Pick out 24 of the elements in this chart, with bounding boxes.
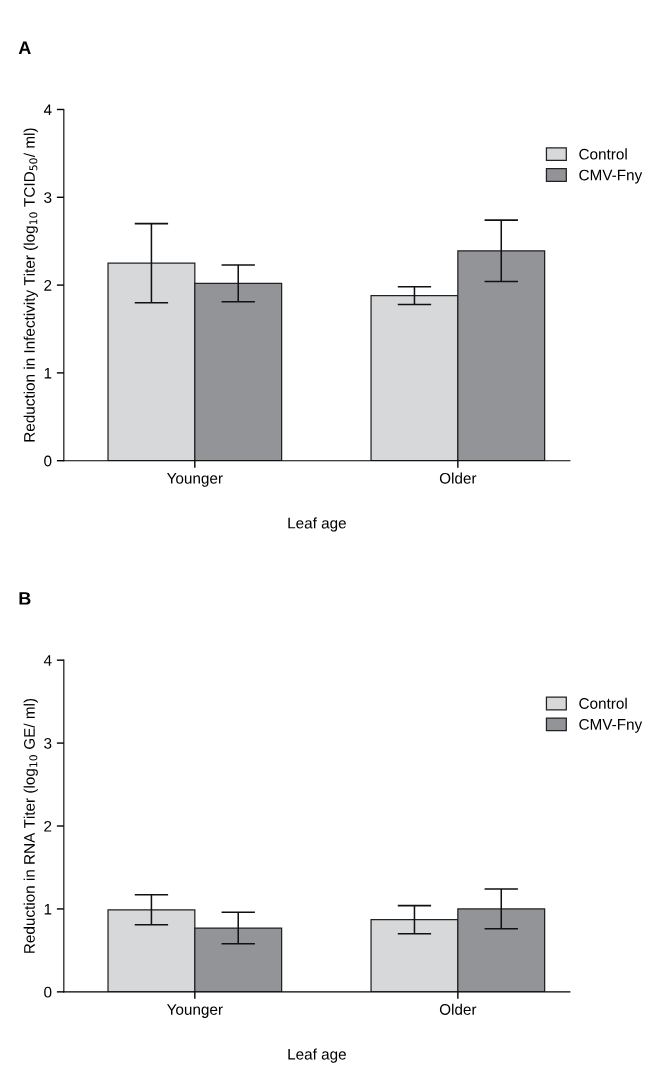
y-tick-label: 3: [44, 737, 52, 749]
x-tick-label: Younger: [166, 1004, 223, 1018]
y-tick-label: 2: [44, 820, 52, 832]
y-axis-title: Reduction in RNA Titer (log$_{10}$ GE/ ml): [23, 698, 38, 953]
x-axis-title: Leaf age: [288, 517, 346, 532]
y-tick-label: 4: [43, 104, 52, 116]
chart-title: A: [18, 41, 31, 54]
legend-label: CMV-Fny: [579, 718, 643, 733]
x-axis-title: Leaf age: [288, 1048, 346, 1063]
x-tick-label: Older: [439, 1003, 477, 1015]
y-tick-label: 3: [44, 192, 52, 203]
legend-label: Control: [579, 148, 627, 160]
x-tick-label: Younger: [166, 473, 223, 487]
legend-label: Control: [579, 697, 627, 709]
y-axis-title: Reduction in Infectivity Titer (log$_{10}$ TCID$_{50}$/ ml): [23, 128, 38, 442]
y-tick-label: 0: [44, 986, 52, 998]
y-tick-label: 0: [44, 455, 52, 467]
y-tick-label: 2: [44, 279, 52, 291]
legend-label: CMV-Fny: [579, 169, 643, 184]
y-tick-label: 4: [43, 655, 52, 666]
y-tick-label: 1: [44, 367, 52, 379]
y-tick-label: 1: [44, 903, 52, 915]
chart-title: B: [19, 592, 31, 605]
x-tick-label: Older: [439, 472, 477, 484]
